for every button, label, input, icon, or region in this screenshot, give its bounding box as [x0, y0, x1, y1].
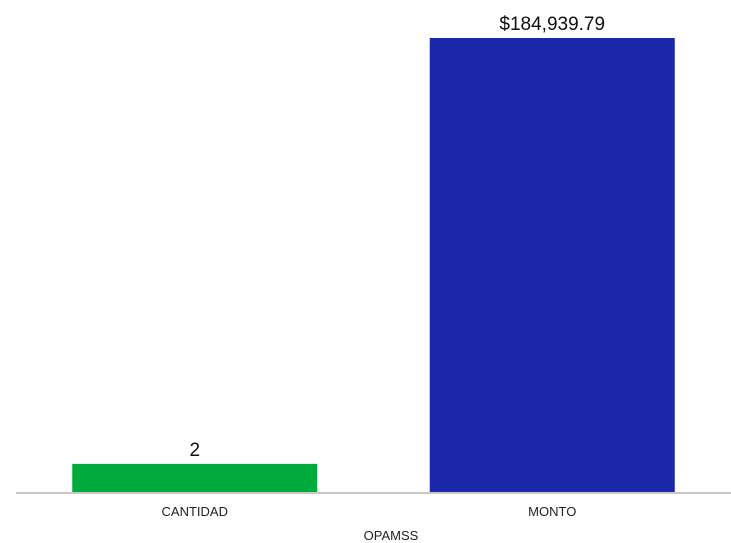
bar-monto	[429, 38, 675, 492]
bar-cantidad	[72, 463, 318, 492]
x-tick-label-cantidad: CANTIDAD	[162, 504, 228, 519]
x-axis-title: OPAMSS	[364, 528, 419, 543]
bars-group: 2 CANTIDAD $184,939.79 MONTO	[72, 14, 675, 519]
data-label-cantidad: 2	[189, 440, 200, 461]
data-label-monto: $184,939.79	[499, 14, 605, 35]
x-tick-label-monto: MONTO	[528, 504, 576, 519]
